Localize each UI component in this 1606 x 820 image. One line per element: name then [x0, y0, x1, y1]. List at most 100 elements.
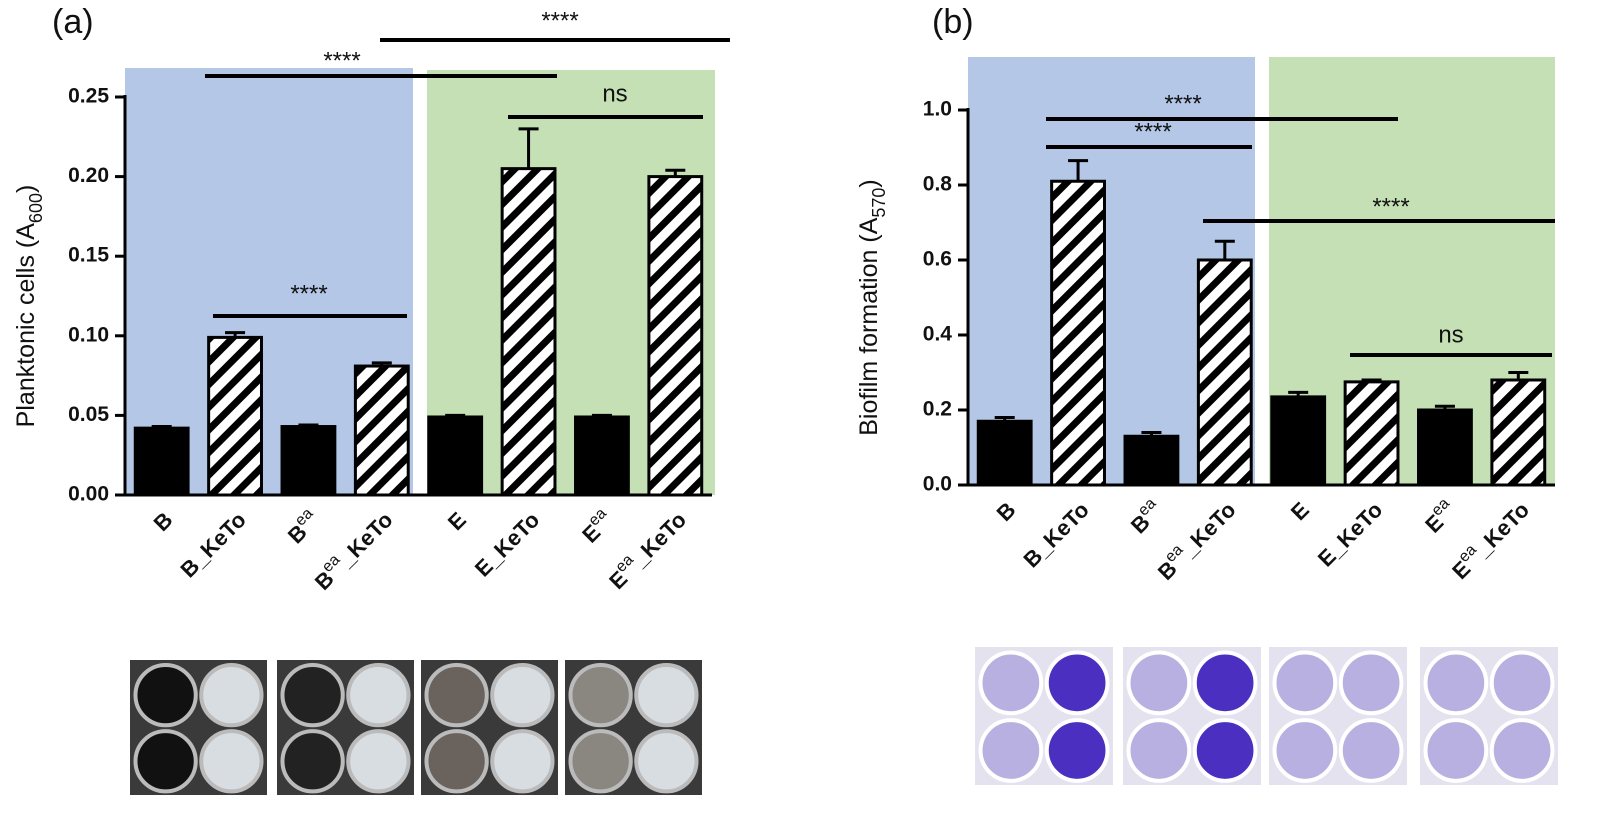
- bar: [1417, 408, 1473, 487]
- well: [1192, 718, 1258, 783]
- significance-label: ns: [1438, 321, 1463, 348]
- well: [1338, 650, 1404, 716]
- y-tick-label: 0.2: [923, 398, 952, 421]
- well: [490, 729, 555, 794]
- bar: [1050, 179, 1106, 487]
- y-tick-label: 0.8: [923, 173, 953, 196]
- y-tick-label: 0.0: [923, 473, 952, 496]
- x-tick-label: Bea_KeTo: [307, 505, 397, 595]
- panel-label: (b): [932, 3, 974, 41]
- bar: [1270, 395, 1327, 487]
- text-part: ): [855, 179, 883, 187]
- y-tick-label: 0.6: [923, 248, 952, 271]
- x-tick-label: E_KeTo: [470, 507, 544, 581]
- bar: [1196, 258, 1253, 487]
- x-tick-label: B: [991, 497, 1020, 526]
- y-tick-label: 0.10: [68, 323, 109, 346]
- text-part: Planktonic cells (A: [12, 223, 40, 428]
- well: [133, 662, 198, 728]
- text-part: 570: [869, 188, 889, 218]
- text-part: _KeTo: [1469, 497, 1534, 562]
- well: [280, 729, 345, 794]
- well: [978, 718, 1044, 783]
- x-tick-label: B: [148, 507, 177, 536]
- significance-label: ****: [541, 7, 578, 34]
- x-tick-label: B_KeTo: [1018, 497, 1093, 572]
- text-part: Biofilm formation (A: [855, 217, 883, 435]
- well: [1272, 650, 1338, 716]
- well: [1126, 650, 1192, 716]
- well: [424, 662, 489, 728]
- well: [133, 729, 198, 794]
- text-part: 600: [26, 193, 46, 223]
- y-axis-label: Biofilm formation (A570): [855, 179, 889, 436]
- text-part: B: [991, 497, 1020, 526]
- well: [1423, 650, 1489, 716]
- y-tick-label: 0.25: [68, 85, 109, 108]
- well: [1489, 650, 1555, 716]
- text-part: ): [12, 185, 40, 193]
- well: [978, 650, 1044, 716]
- bar: [1123, 434, 1180, 487]
- y-axis-label: Planktonic cells (A600): [12, 185, 46, 428]
- significance-label: ****: [323, 47, 360, 74]
- x-tick-label: E: [1286, 497, 1314, 525]
- bar: [280, 425, 337, 497]
- text-part: B_KeTo: [1018, 497, 1093, 572]
- well: [346, 662, 411, 728]
- bar: [133, 426, 190, 497]
- well: [1044, 718, 1110, 783]
- bar: [647, 175, 704, 497]
- significance-label: ****: [1372, 193, 1409, 220]
- significance-label: ****: [290, 280, 327, 307]
- y-tick-label: 0.15: [68, 244, 109, 267]
- bar: [353, 364, 410, 497]
- well: [199, 662, 264, 728]
- well: [568, 729, 633, 794]
- well: [1192, 650, 1258, 716]
- well: [1338, 718, 1404, 783]
- panel-label: (a): [52, 3, 94, 41]
- x-tick-label: Eea: [1418, 495, 1461, 538]
- bar: [1490, 378, 1547, 487]
- x-tick-label: B_KeTo: [175, 507, 250, 582]
- bar: [1343, 380, 1400, 487]
- text-part: E: [443, 507, 471, 535]
- significance-label: ****: [1164, 90, 1201, 117]
- well: [490, 662, 555, 728]
- x-tick-label: E: [443, 507, 471, 535]
- well: [199, 729, 264, 794]
- x-tick-label: E_KeTo: [1313, 497, 1387, 571]
- x-tick-label: Eea_KeTo: [1445, 495, 1534, 584]
- well: [1044, 650, 1110, 716]
- bar: [500, 167, 557, 497]
- well: [634, 729, 699, 794]
- well: [1272, 718, 1338, 783]
- x-tick-label: Bea: [281, 505, 325, 549]
- x-tick-label: Eea_KeTo: [602, 505, 691, 594]
- x-tick-label: Bea: [1124, 495, 1168, 539]
- x-tick-label: Bea_KeTo: [1150, 495, 1240, 585]
- text-part: B: [148, 507, 177, 536]
- text-part: E_KeTo: [1313, 497, 1387, 571]
- text-part: E: [1286, 497, 1314, 525]
- text-part: _KeTo: [626, 507, 691, 572]
- significance-label: ns: [602, 80, 627, 107]
- well: [634, 662, 699, 728]
- bar: [427, 415, 484, 497]
- text-part: B_KeTo: [175, 507, 250, 582]
- well: [1423, 718, 1489, 783]
- well: [1126, 718, 1192, 783]
- text-part: E_KeTo: [470, 507, 544, 581]
- well: [346, 729, 411, 794]
- y-tick-label: 0.05: [68, 403, 109, 426]
- well: [424, 729, 489, 794]
- significance-label: ****: [1134, 118, 1171, 145]
- well: [568, 662, 633, 728]
- y-tick-label: 1.0: [923, 98, 952, 121]
- bar: [976, 419, 1033, 487]
- bar: [574, 415, 630, 497]
- well: [280, 662, 345, 728]
- y-tick-label: 0.00: [68, 483, 109, 506]
